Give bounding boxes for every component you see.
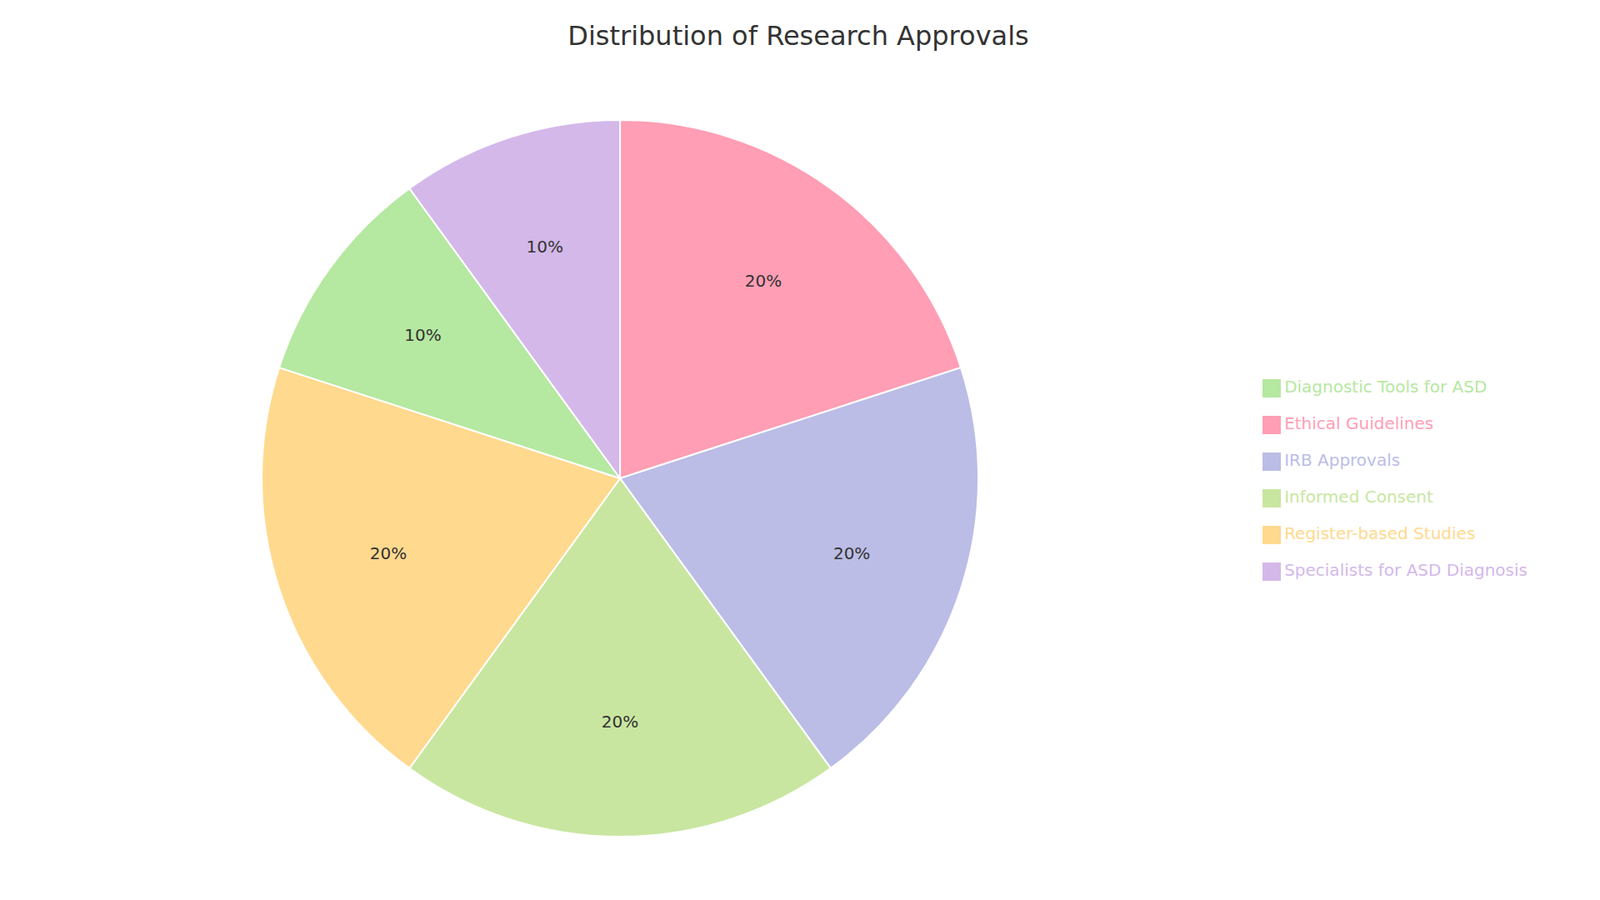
html-text:Specialists for ASD Diagnosis: Specialists for ASD Diagnosis xyxy=(1284,560,1528,580)
svg-text:10%: 10% xyxy=(525,236,563,257)
html-text:Ethical Guidelines: Ethical Guidelines xyxy=(1284,413,1434,434)
svg-text:20%: 20% xyxy=(370,543,407,564)
svg-text:20%: 20% xyxy=(601,711,639,732)
html-text:Informed Consent: Informed Consent xyxy=(1284,486,1434,507)
html-text:IRB Approvals: IRB Approvals xyxy=(1284,450,1401,470)
svg-text:10%: 10% xyxy=(404,325,441,345)
html-text:Diagnostic Tools for ASD: Diagnostic Tools for ASD xyxy=(1284,376,1487,397)
html-text:Register-based Studies: Register-based Studies xyxy=(1284,523,1476,544)
svg-text:20%: 20% xyxy=(833,543,870,564)
html-text:Distribution of Research Appro: Distribution of Research Approvals xyxy=(567,20,1029,52)
svg-text:20%: 20% xyxy=(745,270,782,291)
